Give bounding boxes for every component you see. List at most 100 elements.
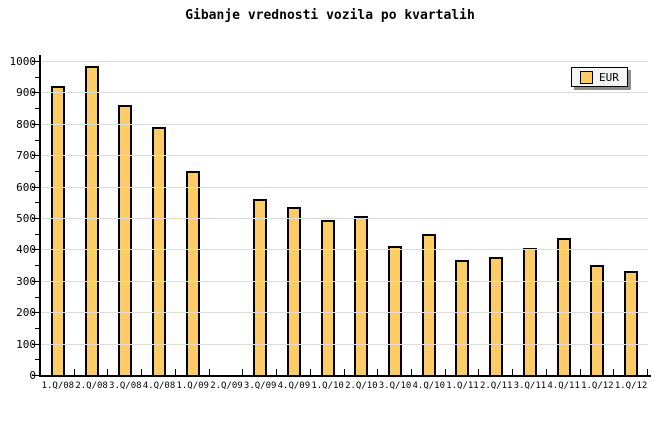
gridline	[41, 92, 648, 94]
bar	[152, 126, 167, 375]
bar	[421, 233, 436, 375]
y-axis-minor-tick	[35, 327, 39, 329]
bar-slot	[412, 61, 446, 375]
legend-label: EUR	[599, 70, 619, 84]
bar-slot	[108, 61, 142, 375]
bar-slot	[378, 61, 412, 375]
y-axis-minor-tick	[35, 170, 39, 172]
y-axis-major-tick	[32, 155, 39, 157]
bar	[118, 104, 133, 375]
y-axis-minor-tick	[35, 233, 39, 235]
y-axis-major-tick	[32, 61, 39, 62]
plot-area	[32, 61, 648, 376]
bar-slot	[243, 61, 277, 375]
y-axis-tick-label: 200	[16, 306, 36, 320]
chart-title: Gibanje vrednosti vozila po kvartalih	[185, 8, 475, 23]
bar	[489, 257, 504, 375]
bar-slot	[277, 61, 311, 375]
bar	[50, 86, 65, 375]
bar	[354, 216, 369, 375]
bar-slot	[176, 61, 210, 375]
x-axis-tick-label: 3.Q/08	[109, 381, 142, 391]
x-axis-tick	[174, 369, 176, 375]
gridline	[41, 218, 648, 219]
y-axis-labels: 01002003004005006007008009001000	[0, 56, 37, 381]
x-axis-tick-label: 1.Q/12	[614, 381, 648, 391]
bar-slot	[581, 61, 615, 375]
x-axis-tick	[107, 369, 109, 375]
bar	[84, 65, 99, 375]
x-axis-line	[39, 375, 651, 377]
bar-slot	[311, 61, 345, 375]
x-axis-tick	[478, 369, 480, 375]
bar	[320, 219, 335, 375]
gridline	[41, 249, 648, 251]
y-axis-tick-label: 1000	[9, 55, 37, 68]
x-axis-tick	[343, 369, 345, 375]
bar-slot	[614, 61, 648, 375]
x-axis-labels: 1.Q/08 2.Q/08 3.Q/08 4.Q/08 1.Q/09 2.Q/09 3.Q/…	[41, 381, 648, 391]
gridline	[41, 123, 648, 125]
y-axis-minor-tick	[35, 202, 39, 204]
y-axis-minor-tick	[35, 108, 39, 110]
gridline	[41, 312, 648, 314]
x-axis-tick-label: 2.Q/08	[75, 381, 108, 391]
gridline	[41, 343, 648, 345]
x-axis-tick	[512, 369, 514, 375]
x-axis-tick-label: 2.Q/11	[479, 381, 513, 391]
y-axis-tick-label: 100	[16, 337, 36, 351]
x-axis-tick	[309, 369, 311, 375]
x-axis-tick-label: 4.Q/11	[547, 381, 580, 391]
bar	[522, 247, 537, 375]
x-axis-tick	[579, 369, 581, 375]
x-axis-tick	[276, 369, 278, 375]
x-axis-tick	[444, 369, 446, 375]
bar	[556, 238, 571, 375]
bar-slot	[41, 61, 75, 375]
y-axis-tick-label: 800	[16, 117, 36, 131]
y-axis-major-tick	[32, 186, 39, 188]
y-axis-major-tick	[32, 312, 39, 314]
gridline	[41, 186, 648, 188]
bar	[253, 199, 268, 375]
x-axis-tick-label: 4.Q/10	[412, 381, 446, 391]
x-axis-tick	[242, 369, 244, 375]
x-axis-tick-label: 1.Q/08	[41, 381, 75, 391]
gridline	[41, 155, 648, 157]
bar	[286, 207, 301, 375]
bar-slot	[344, 61, 378, 375]
y-axis-major-tick	[32, 123, 39, 125]
bar	[590, 265, 605, 375]
y-axis-minor-tick	[35, 359, 39, 361]
y-axis-minor-tick	[35, 265, 39, 267]
x-axis-tick-label: 1.Q/10	[311, 381, 344, 391]
y-axis-tick-label: 700	[16, 149, 36, 163]
y-axis-major-tick	[32, 218, 39, 219]
x-axis-tick-label: 2.Q/09	[210, 381, 243, 391]
x-axis-tick-label: 1.Q/09	[176, 381, 209, 391]
x-axis-tick	[647, 369, 648, 375]
y-axis-major-tick	[32, 249, 39, 251]
x-axis-tick-label: 3.Q/09	[243, 381, 277, 391]
x-axis-tick-label: 2.Q/10	[345, 381, 378, 391]
x-axis-tick-label: 1.Q/11	[446, 381, 479, 391]
x-axis-tick-label: 4.Q/08	[142, 381, 176, 391]
x-axis-tick	[141, 369, 143, 375]
x-axis-tick	[73, 369, 75, 375]
bar-slot	[513, 61, 547, 375]
y-axis-major-tick	[32, 280, 39, 282]
x-axis-tick	[545, 369, 547, 375]
y-axis-minor-tick	[35, 296, 39, 298]
legend-box: EUR	[571, 67, 628, 87]
bar	[455, 260, 470, 375]
x-axis-tick	[208, 369, 210, 375]
y-axis-minor-tick	[35, 76, 39, 78]
y-axis-major-tick	[32, 343, 39, 345]
y-axis-tick-label: 300	[16, 274, 36, 288]
y-axis-tick-label: 600	[16, 180, 36, 194]
bar-slot	[446, 61, 480, 375]
y-axis-major-tick	[32, 375, 39, 376]
bar	[624, 271, 639, 375]
x-axis-tick-label: 1.Q/12	[581, 381, 614, 391]
